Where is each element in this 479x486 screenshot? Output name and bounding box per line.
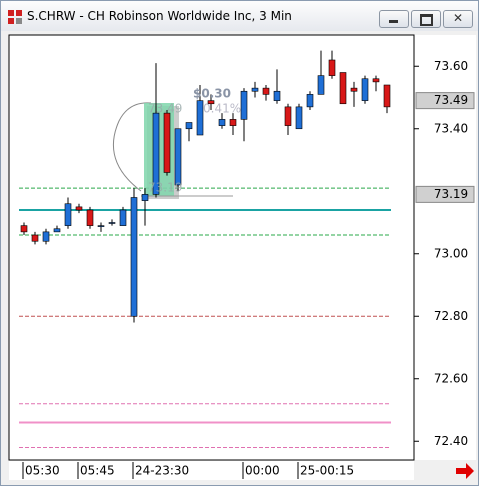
candle-body	[42, 231, 50, 242]
candle-body	[141, 194, 149, 201]
measure-percent: 0.41%	[203, 102, 241, 116]
x-tick-label: 24-23:30	[135, 464, 189, 478]
x-axis-panel	[9, 461, 414, 480]
measure-end-price: 73.49	[148, 102, 182, 116]
candle-body	[350, 87, 358, 92]
app-icon	[8, 10, 22, 24]
candle-body	[306, 94, 314, 108]
maximize-button[interactable]	[411, 10, 441, 28]
y-tick-label: 72.80	[434, 309, 468, 323]
x-tick-label: 25-00:15	[300, 464, 354, 478]
candle-body	[218, 119, 226, 126]
candle-body	[108, 222, 116, 224]
candle-body	[339, 72, 347, 105]
y-tick-label: 73.40	[434, 121, 468, 135]
candle-body	[53, 228, 61, 233]
candle-body	[361, 78, 369, 101]
candle-body	[64, 203, 72, 226]
candle-body	[174, 128, 182, 186]
price-badge	[415, 92, 475, 110]
candle-body	[130, 197, 138, 317]
y-tick-label: 73.00	[434, 246, 468, 260]
window-title: S.CHRW - CH Robinson Worldwide Inc, 3 Mi…	[27, 9, 292, 23]
measure-change: $0.30	[193, 87, 231, 101]
minimize-button[interactable]	[379, 10, 409, 28]
candle-body	[86, 209, 94, 226]
candle-body	[185, 122, 193, 130]
candle-body	[75, 206, 83, 211]
price-badge-label: 73.49	[434, 93, 468, 107]
x-tick-label: 05:45	[80, 464, 115, 478]
candle-body	[328, 59, 336, 76]
candle-body	[383, 84, 391, 108]
measure-start-price: 73.19	[148, 181, 182, 195]
candle-body	[20, 225, 28, 233]
candle-body	[31, 234, 39, 242]
candle-body	[273, 90, 281, 101]
candle-body	[262, 87, 270, 95]
x-tick-label: 05:30	[25, 464, 60, 478]
y-tick-label: 73.60	[434, 59, 468, 73]
candle-body	[152, 112, 160, 195]
candle-body	[163, 112, 171, 173]
candle-body	[317, 75, 325, 95]
candle-body	[229, 119, 237, 126]
candle-body	[207, 100, 215, 105]
title-bar: S.CHRW - CH Robinson Worldwide Inc, 3 Mi…	[1, 1, 478, 31]
candle-body	[251, 87, 259, 92]
scroll-arrow	[456, 463, 474, 479]
price-badge-label: 73.19	[434, 187, 468, 201]
candle-body	[372, 78, 380, 83]
x-tick-label: 00:00	[245, 464, 280, 478]
candle-body	[284, 106, 292, 126]
candle-body	[97, 225, 105, 227]
measure-arc	[112, 102, 152, 192]
candle-body	[196, 100, 204, 136]
y-tick-label: 72.60	[434, 371, 468, 385]
y-tick-label: 72.40	[434, 434, 468, 448]
close-button[interactable]: ✕	[443, 10, 473, 28]
candle-body	[240, 90, 248, 120]
candle-body	[119, 209, 127, 226]
chart: 72.40 72.60 72.80 73.00 73.40 73.60 $0.30 73.49…	[8, 34, 476, 480]
price-badge	[415, 185, 475, 203]
candle-body	[295, 106, 303, 130]
